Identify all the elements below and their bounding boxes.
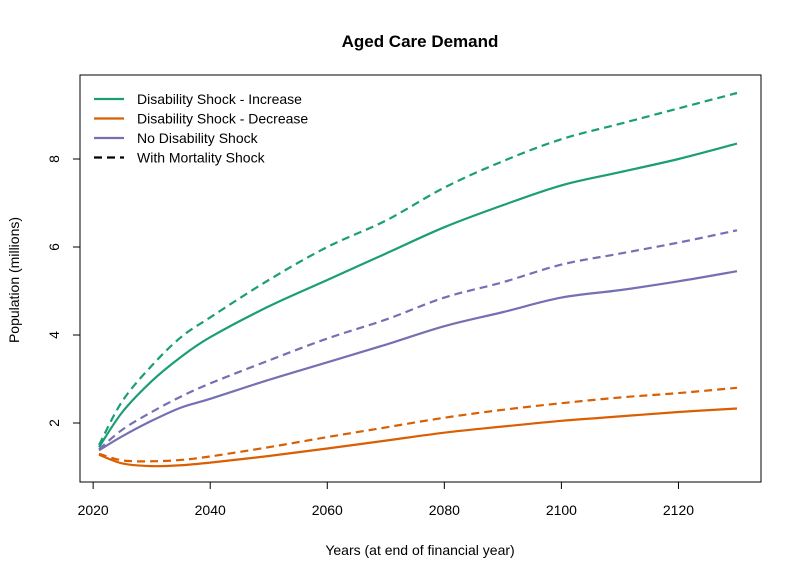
x-tick-label: 2040	[195, 502, 226, 518]
series-line-1	[98, 91, 738, 446]
series-line-4	[98, 270, 738, 452]
y-tick-label: 6	[46, 243, 62, 251]
x-axis: 2020 2040 2060 2080 2100 2120	[78, 481, 694, 518]
legend-label-1: Disability Shock - Decrease	[137, 111, 308, 127]
legend-label-2: No Disability Shock	[137, 130, 259, 146]
x-axis-label: Years (at end of financial year)	[325, 542, 514, 558]
legend-label-0: Disability Shock - Increase	[137, 91, 302, 107]
series-layer	[98, 91, 738, 468]
chart-title: Aged Care Demand	[342, 32, 499, 51]
y-axis: 2 4 6 8	[46, 155, 81, 427]
series-line-2	[98, 407, 738, 468]
x-tick-label: 2020	[78, 502, 109, 518]
y-tick-label: 4	[46, 331, 62, 339]
y-axis-label: Population (millions)	[6, 217, 22, 343]
y-tick-label: 2	[46, 419, 62, 427]
x-tick-label: 2100	[546, 502, 577, 518]
x-tick-label: 2120	[663, 502, 694, 518]
legend-label-3: With Mortality Shock	[137, 150, 266, 166]
series-line-0	[98, 142, 738, 448]
legend: Disability Shock - Increase Disability Sh…	[94, 91, 308, 166]
series-line-5	[98, 229, 738, 451]
x-tick-label: 2060	[312, 502, 343, 518]
series-line-3	[98, 386, 738, 463]
x-tick-label: 2080	[429, 502, 460, 518]
y-tick-label: 8	[46, 155, 62, 163]
